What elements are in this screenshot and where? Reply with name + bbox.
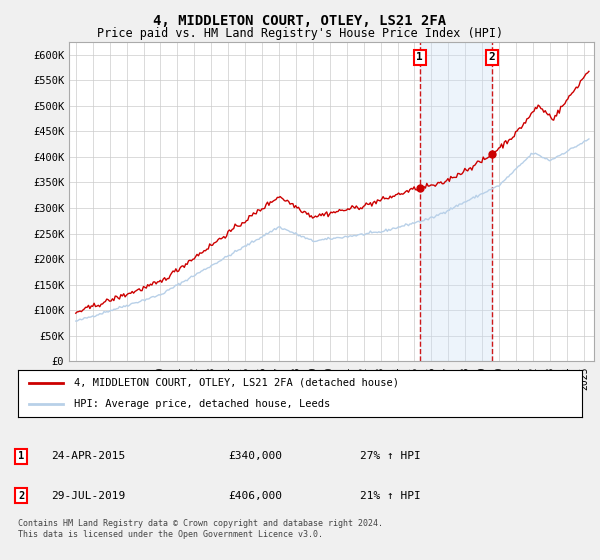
Text: 21% ↑ HPI: 21% ↑ HPI xyxy=(360,491,421,501)
Text: £340,000: £340,000 xyxy=(228,451,282,461)
Text: 1: 1 xyxy=(18,451,24,461)
Text: Price paid vs. HM Land Registry's House Price Index (HPI): Price paid vs. HM Land Registry's House … xyxy=(97,27,503,40)
Text: 4, MIDDLETON COURT, OTLEY, LS21 2FA: 4, MIDDLETON COURT, OTLEY, LS21 2FA xyxy=(154,14,446,28)
Text: 27% ↑ HPI: 27% ↑ HPI xyxy=(360,451,421,461)
Text: 4, MIDDLETON COURT, OTLEY, LS21 2FA (detached house): 4, MIDDLETON COURT, OTLEY, LS21 2FA (det… xyxy=(74,378,400,388)
Text: 1: 1 xyxy=(416,52,423,62)
Bar xyxy=(420,42,492,361)
Text: HPI: Average price, detached house, Leeds: HPI: Average price, detached house, Leed… xyxy=(74,399,331,409)
Text: Contains HM Land Registry data © Crown copyright and database right 2024.
This d: Contains HM Land Registry data © Crown c… xyxy=(18,520,383,539)
Text: 2: 2 xyxy=(18,491,24,501)
Text: 29-JUL-2019: 29-JUL-2019 xyxy=(51,491,125,501)
Text: 2: 2 xyxy=(488,52,496,62)
Text: £406,000: £406,000 xyxy=(228,491,282,501)
Text: 24-APR-2015: 24-APR-2015 xyxy=(51,451,125,461)
